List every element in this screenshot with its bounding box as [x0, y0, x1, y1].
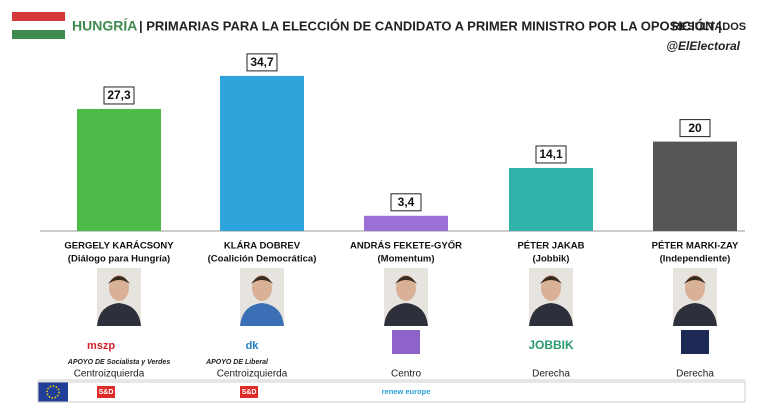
- support-note: APOYO DE Socialista y Verdes: [67, 359, 171, 366]
- value-label: 20: [688, 121, 702, 135]
- photo-hair: [395, 276, 417, 284]
- photo-body: [97, 303, 141, 326]
- photo-hair: [684, 276, 706, 284]
- eu-group: renew europe: [382, 387, 431, 396]
- value-label: 14,1: [539, 147, 563, 161]
- eu-group: S&D: [99, 389, 114, 396]
- title-suffix: RESULTADOS: [672, 21, 746, 33]
- flag-green: [12, 30, 65, 39]
- party-logo-momentum: [392, 330, 420, 354]
- candidate-party: (Jobbik): [533, 254, 570, 265]
- photo-hair: [108, 276, 130, 284]
- ideology: Derecha: [676, 369, 714, 380]
- eu-group-box: [240, 386, 258, 398]
- bar: [653, 141, 737, 231]
- photo-body: [673, 303, 717, 326]
- bar: [509, 167, 593, 231]
- value-label-box: [103, 86, 135, 105]
- eu-group-box: [97, 386, 115, 398]
- source: @ElElectoral: [666, 39, 740, 53]
- bar: [364, 215, 448, 231]
- candidate-party: (Independiente): [660, 254, 731, 265]
- photo-face: [541, 275, 561, 301]
- candidate-party: (Diálogo para Hungría): [68, 254, 170, 265]
- candidate-name: KLÁRA DOBREV: [224, 241, 301, 252]
- photo-face: [396, 275, 416, 301]
- flag-red: [12, 12, 65, 21]
- photo-hair: [251, 276, 273, 284]
- photo-hair: [540, 276, 562, 284]
- ideology: Centro: [391, 369, 421, 380]
- photo-face: [252, 275, 272, 301]
- photo-body: [384, 303, 428, 326]
- value-label-box: [246, 53, 278, 72]
- value-label: 3,4: [398, 195, 415, 209]
- candidate-name: PÉTER MARKI-ZAY: [652, 241, 739, 252]
- value-label-box: [679, 119, 711, 138]
- eu-group: S&D: [242, 389, 257, 396]
- value-label: 27,3: [107, 88, 131, 102]
- party-logo: dk: [246, 340, 260, 352]
- eu-stars: [46, 385, 60, 399]
- bar: [220, 75, 304, 232]
- photo-face: [685, 275, 705, 301]
- chart-title: | PRIMARIAS PARA LA ELECCIÓN DE CANDIDAT…: [139, 18, 722, 33]
- candidate-party: (Momentum): [378, 254, 435, 265]
- ideology: Centroizquierda: [74, 369, 145, 380]
- photo-face: [109, 275, 129, 301]
- party-logo-mmm: [681, 330, 709, 354]
- eu-row: [37, 381, 746, 403]
- candidate-party: (Coalición Democrática): [208, 254, 317, 265]
- candidate-name: ANDRÁS FEKETE-GYŐR: [350, 240, 462, 252]
- candidate-name: GERGELY KARÁCSONY: [64, 241, 174, 252]
- photo-body: [240, 303, 284, 326]
- candidate-name: PÉTER JAKAB: [517, 241, 584, 252]
- party-logo: mszp: [87, 340, 115, 352]
- value-label-box: [390, 193, 422, 212]
- photo-body: [529, 303, 573, 326]
- value-label-box: [535, 145, 567, 164]
- flag-white: [12, 21, 65, 30]
- bar: [77, 108, 161, 231]
- eu-flag: [38, 382, 68, 402]
- support-note: APOYO DE Liberal: [205, 359, 269, 366]
- value-label: 34,7: [250, 55, 274, 69]
- party-logo: JOBBIK: [528, 338, 574, 352]
- title-country: HUNGRÍA: [72, 18, 137, 34]
- ideology: Derecha: [532, 369, 570, 380]
- ideology: Centroizquierda: [217, 369, 288, 380]
